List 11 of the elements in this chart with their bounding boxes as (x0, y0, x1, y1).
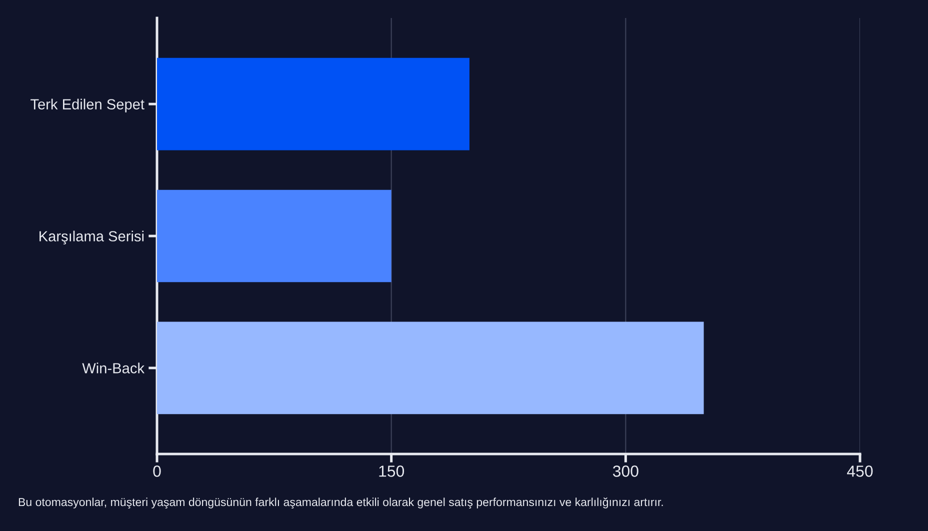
y-tick-label: Win-Back (82, 362, 145, 374)
bar (157, 322, 704, 414)
x-tick-label: 0 (153, 466, 161, 477)
y-tick-label: Karşılama Serisi (40, 230, 144, 244)
x-tick-label: 450 (847, 466, 873, 477)
bar (157, 190, 392, 282)
x-tick-label: 300 (612, 466, 638, 477)
y-tick-label: Terk Edilen Sepet (30, 98, 144, 112)
text: Bu otomasyonlar, müşteri yaşam döngüsünün farklı aşamalarında etkili olarak genel satış performansınızı ve karlılığınızı artırır. (18, 498, 663, 508)
x-tick-label: 150 (379, 466, 404, 477)
bar (157, 58, 470, 150)
